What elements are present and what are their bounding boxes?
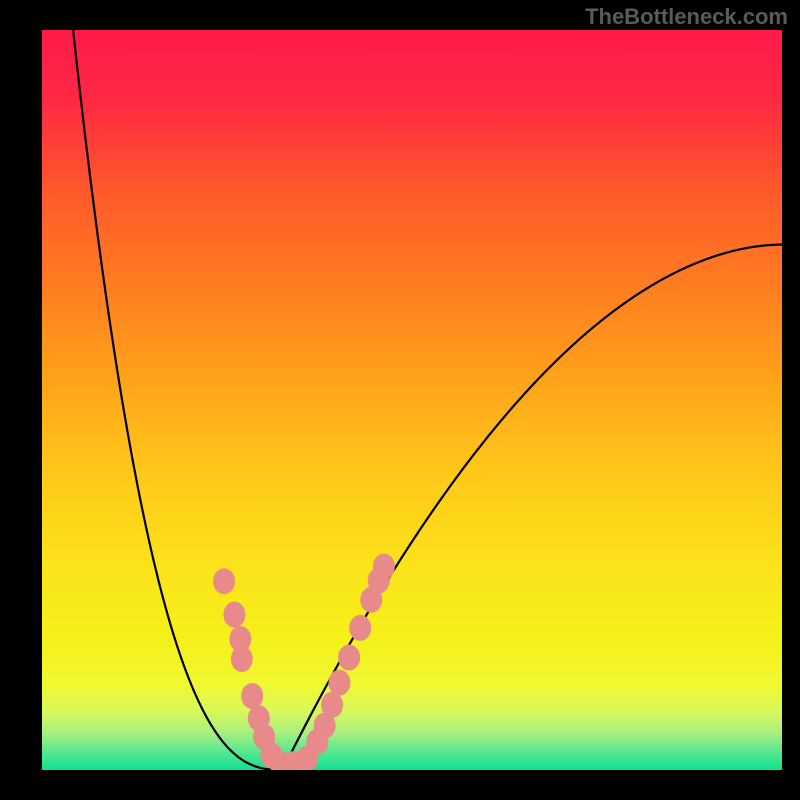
data-marker <box>349 615 371 641</box>
data-marker <box>241 683 263 709</box>
data-marker <box>213 568 235 594</box>
v-curve <box>73 30 782 770</box>
data-marker <box>328 670 350 696</box>
data-marker <box>223 602 245 628</box>
data-marker <box>338 645 360 671</box>
data-marker <box>321 692 343 718</box>
watermark-text: TheBottleneck.com <box>585 4 788 30</box>
markers-group <box>213 554 395 771</box>
data-marker <box>231 646 253 672</box>
plot-area <box>42 30 782 770</box>
plot-svg <box>42 30 782 770</box>
data-marker <box>373 554 395 580</box>
chart-container: TheBottleneck.com <box>0 0 800 800</box>
